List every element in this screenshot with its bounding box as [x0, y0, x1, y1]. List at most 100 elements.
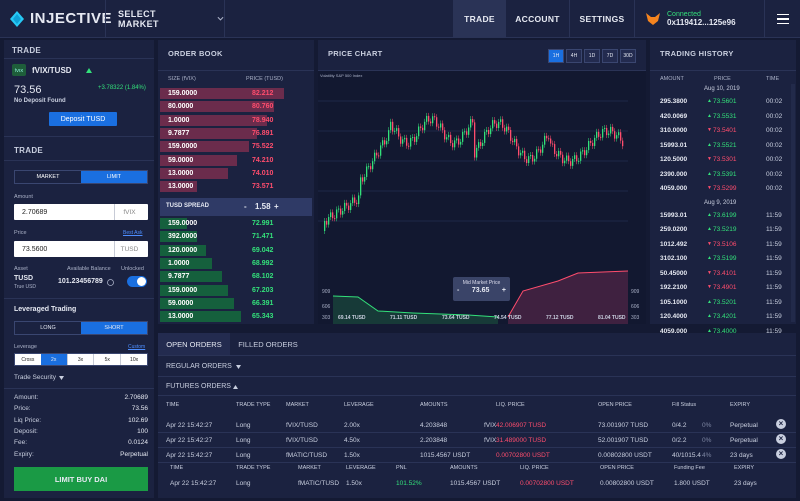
- ask-row[interactable]: 9.7877 76.891: [160, 127, 312, 139]
- submit-order-button[interactable]: LIMIT BUY DAI: [14, 467, 148, 491]
- history-amount: 1012.492: [660, 240, 688, 248]
- order-amount: 2.203848: [420, 437, 448, 444]
- ask-row[interactable]: 1.0000 78.940: [160, 114, 312, 126]
- interval-30d[interactable]: 30D: [620, 49, 636, 63]
- spread-plus[interactable]: +: [274, 202, 279, 211]
- interval-1h[interactable]: 1H: [548, 49, 564, 63]
- candlestick-chart[interactable]: Volatility S&P 500 Index: [318, 71, 646, 251]
- candle-body: [438, 126, 440, 128]
- depth-bar: [160, 231, 198, 243]
- candle-body: [598, 131, 600, 137]
- interval-4h[interactable]: 4H: [566, 49, 582, 63]
- candle-body: [414, 137, 416, 142]
- interval-7d[interactable]: 7D: [602, 49, 618, 63]
- leverage-10x[interactable]: 10x: [120, 354, 147, 365]
- candle-body: [506, 126, 508, 132]
- bid-row[interactable]: 1.0000 68.992: [160, 257, 312, 269]
- side-long[interactable]: LONG: [40, 325, 56, 331]
- candle-body: [600, 136, 602, 138]
- spread-minus[interactable]: -: [244, 202, 247, 211]
- bid-row[interactable]: 159.0000 67.203: [160, 284, 312, 296]
- bid-row[interactable]: 159.0000 72.991: [160, 218, 312, 229]
- candle-body: [560, 150, 562, 155]
- cancel-order-icon[interactable]: ×: [776, 449, 786, 459]
- ask-row[interactable]: 13.0000 74.010: [160, 167, 312, 179]
- candle-body: [482, 142, 484, 146]
- history-time: 00:02: [766, 141, 783, 149]
- mid-plus[interactable]: +: [501, 287, 506, 294]
- spread-value: 1.58: [255, 202, 271, 211]
- candle-body: [488, 129, 490, 135]
- summary-value: 0.0124: [128, 439, 148, 447]
- arrow-up-icon: ▲: [707, 313, 712, 319]
- nav-settings[interactable]: SETTINGS: [569, 0, 634, 38]
- ask-row[interactable]: 80.0000 80.760: [160, 101, 312, 113]
- price-input[interactable]: 73.5600 TUSD: [14, 241, 148, 257]
- ask-row[interactable]: 159.0000 75.522: [160, 141, 312, 153]
- leverage-5x[interactable]: 5x: [93, 354, 121, 365]
- price-chart-panel: PRICE CHART 1H 4H 1D 7D 30D Volatility S&P 5…: [318, 40, 646, 324]
- candle-body: [472, 119, 474, 123]
- interval-1d[interactable]: 1D: [584, 49, 600, 63]
- top-bar: INJECTIVE SELECT MARKET TRADE ACCOUNT SE…: [0, 0, 800, 38]
- depth-chart[interactable]: 909 606 303 909 606 303 Mid Market Price…: [318, 251, 646, 324]
- tab-open-orders[interactable]: OPEN ORDERS: [158, 333, 230, 355]
- order-type-market[interactable]: MARKET: [36, 174, 60, 180]
- history-price: 73.4101: [713, 269, 737, 277]
- nav-account[interactable]: ACCOUNT: [505, 0, 569, 38]
- hamburger-menu-icon[interactable]: [764, 0, 800, 38]
- amount-input[interactable]: 2.70689 fVIX: [14, 204, 148, 220]
- bid-row[interactable]: 120.0000 69.042: [160, 244, 312, 256]
- leverage-2x[interactable]: 2x: [40, 354, 67, 365]
- history-amount: 192.2100: [660, 284, 688, 291]
- side-short[interactable]: SHORT: [81, 322, 147, 334]
- candle-body: [452, 143, 454, 148]
- candle-body: [584, 150, 586, 156]
- nav-trade[interactable]: TRADE: [453, 0, 505, 38]
- cancel-order-icon[interactable]: ×: [776, 419, 786, 429]
- futures-pnl: 101.52%: [396, 480, 422, 487]
- bid-row[interactable]: 59.0000 66.391: [160, 297, 312, 309]
- futures-orders-toggle[interactable]: FUTURES ORDERS: [166, 383, 238, 390]
- cancel-order-icon[interactable]: ×: [776, 434, 786, 444]
- tab-filled-orders[interactable]: FILLED ORDERS: [238, 339, 298, 349]
- order-size: 1.0000: [168, 259, 190, 267]
- order-type: Long: [236, 452, 251, 459]
- summary-row: Deposit: 100: [14, 426, 148, 437]
- bid-row[interactable]: 9.7877 68.102: [160, 271, 312, 283]
- leverage-cross[interactable]: Cross: [15, 354, 41, 365]
- leverage-3x[interactable]: 3x: [66, 354, 94, 365]
- candle-body: [352, 197, 354, 204]
- regular-orders-toggle[interactable]: REGULAR ORDERS: [166, 363, 241, 370]
- history-amount: 15993.01: [660, 141, 688, 149]
- summary-row: Liq Price: 102.69: [14, 415, 148, 426]
- depth-bar: [160, 154, 237, 166]
- history-amount: 310.0000: [660, 127, 688, 134]
- ask-row[interactable]: 59.0000 74.210: [160, 154, 312, 166]
- bid-depth-area: [333, 296, 498, 324]
- candle-body: [374, 152, 376, 162]
- deposit-button[interactable]: Deposit TUSD: [49, 112, 117, 126]
- select-market-dropdown[interactable]: SELECT MARKET: [105, 0, 225, 38]
- trade-security-dropdown[interactable]: Trade Security: [14, 374, 65, 381]
- unlock-toggle[interactable]: [127, 276, 147, 287]
- order-type-limit[interactable]: LIMIT: [81, 171, 147, 183]
- nav-account-label: ACCOUNT: [515, 14, 560, 24]
- market-name[interactable]: fVIX/TUSD: [32, 66, 72, 75]
- custom-leverage-link[interactable]: Custom: [128, 344, 146, 350]
- candle-body: [502, 119, 504, 128]
- wallet-button[interactable]: Connected 0x119412...125e96: [634, 0, 764, 38]
- candle-body: [480, 142, 482, 146]
- brand-logo[interactable]: INJECTIVE: [10, 10, 112, 27]
- bid-row[interactable]: 392.0000 71.471: [160, 231, 312, 243]
- best-ask-link[interactable]: Best Ask: [123, 230, 143, 236]
- amount-value: 2.70689: [22, 208, 48, 216]
- mid-minus[interactable]: -: [457, 287, 460, 294]
- order-expiry: Perpetual: [730, 422, 758, 429]
- ask-row[interactable]: 13.0000 73.571: [160, 181, 312, 193]
- ask-row[interactable]: 159.0000 82.212: [160, 88, 312, 99]
- depth-bar: [160, 141, 250, 153]
- nav-settings-label: SETTINGS: [579, 14, 625, 24]
- history-scrollbar[interactable]: [791, 84, 795, 322]
- bid-row[interactable]: 13.0000 65.343: [160, 311, 312, 323]
